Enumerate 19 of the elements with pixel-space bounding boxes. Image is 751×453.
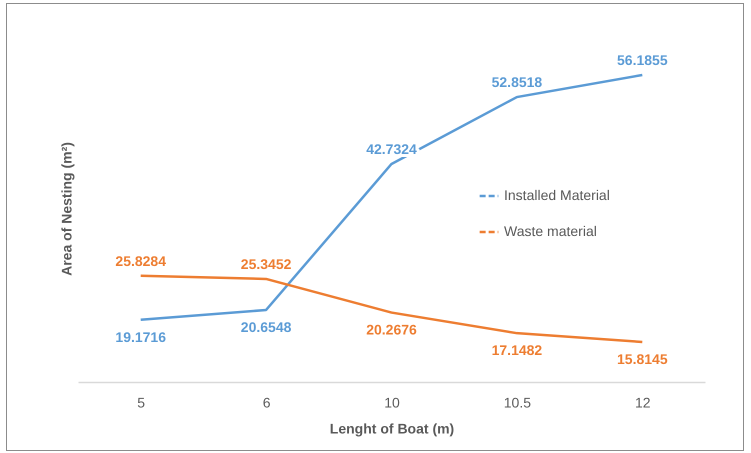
data-label: 19.1716: [115, 328, 166, 345]
legend-label: Installed Material: [504, 187, 610, 203]
data-label: 25.3452: [240, 256, 292, 272]
data-label: 52.8518: [492, 74, 542, 90]
x-tick-label: 10.5: [504, 394, 532, 410]
data-label: 56.1855: [616, 52, 668, 68]
legend-label: Waste material: [504, 223, 597, 239]
x-tick-label: 6: [262, 394, 271, 410]
data-label: 17.1482: [492, 342, 542, 358]
x-tick-label: 12: [635, 394, 651, 410]
data-label: 25.8284: [115, 252, 166, 269]
y-axis-title: Area of Nesting (m²): [58, 142, 74, 276]
data-label: 42.7324: [366, 140, 418, 157]
x-tick-label: 5: [137, 394, 146, 410]
data-label: 15.8145: [616, 351, 668, 367]
data-label: 20.6548: [240, 318, 292, 335]
x-axis-title: Lenght of Boat (m): [330, 420, 454, 436]
x-tick-label: 10: [384, 394, 400, 410]
data-label: 20.2676: [366, 322, 418, 338]
